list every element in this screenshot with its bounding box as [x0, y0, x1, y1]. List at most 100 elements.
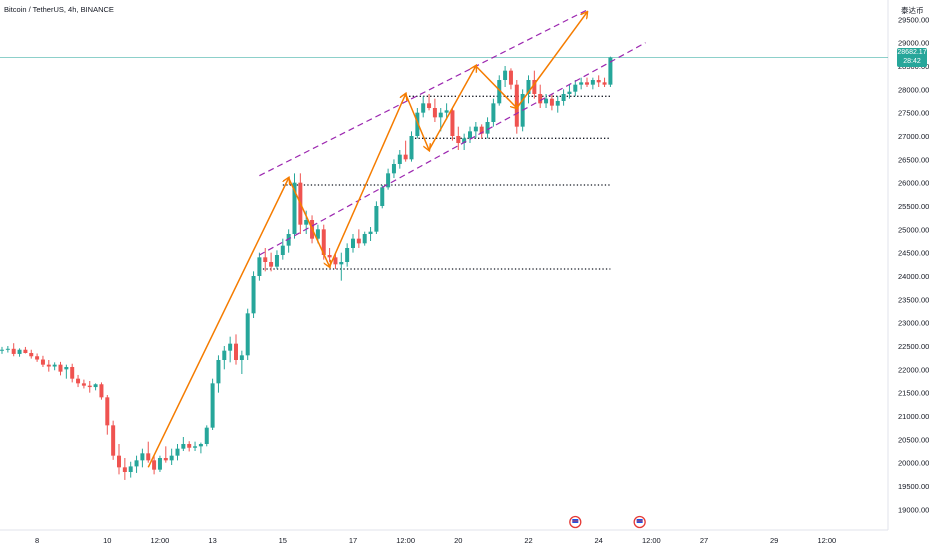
candle-body — [579, 82, 584, 85]
event-flag-icon[interactable] — [633, 515, 646, 529]
candle-body — [468, 131, 472, 139]
countdown-timer: 28:42 — [903, 58, 921, 66]
y-tick-label: 25500.00 — [898, 202, 929, 211]
y-tick-label: 22000.00 — [898, 365, 929, 374]
candle-body — [473, 126, 478, 132]
candle-body — [187, 444, 192, 448]
candle-body — [87, 385, 92, 388]
y-tick-label: 27500.00 — [898, 109, 929, 118]
x-tick-label: 12:00 — [396, 536, 415, 545]
y-tick-label: 21500.00 — [898, 389, 929, 398]
candle-body — [409, 136, 414, 160]
candle-body — [602, 82, 607, 85]
candle-body — [152, 460, 157, 470]
candle-body — [105, 397, 110, 426]
candle-body — [198, 444, 203, 447]
y-tick-label: 28000.00 — [898, 85, 929, 94]
x-tick-label: 12:00 — [817, 536, 836, 545]
candle-body — [362, 234, 367, 244]
candle-body — [46, 364, 51, 367]
x-tick-label: 12:00 — [642, 536, 661, 545]
candle-body — [555, 101, 560, 106]
candle-body — [64, 367, 69, 370]
x-tick-label: 29 — [770, 536, 778, 545]
symbol-title: Bitcoin / TetherUS, 4h, BINANCE — [4, 5, 114, 14]
candle-body — [497, 80, 502, 104]
x-tick-label: 27 — [700, 536, 708, 545]
x-tick-label: 24 — [595, 536, 603, 545]
x-tick-label: 17 — [349, 536, 357, 545]
candle-body — [327, 255, 332, 258]
trend-arrow-segment — [516, 12, 587, 109]
candle-body — [111, 425, 116, 456]
candle-body — [245, 313, 250, 356]
x-tick-label: 15 — [279, 536, 287, 545]
y-tick-label: 29000.00 — [898, 39, 929, 48]
candle-body — [450, 110, 455, 136]
candle-body — [58, 364, 63, 372]
candle-body — [596, 80, 601, 83]
event-flag-icon[interactable] — [569, 515, 582, 529]
trend-arrow-segment — [428, 66, 476, 151]
candle-body — [17, 349, 22, 354]
candle-body — [134, 460, 139, 467]
candle-body — [23, 349, 28, 353]
y-tick-label: 24500.00 — [898, 249, 929, 258]
candle-body — [52, 364, 57, 367]
trend-arrow-segment — [287, 177, 330, 267]
candle-body — [222, 350, 227, 360]
candle-body — [333, 257, 338, 265]
candle-body — [70, 367, 75, 379]
candle-body — [339, 262, 344, 265]
candle-body — [456, 136, 461, 143]
candle-body — [432, 108, 437, 118]
trend-arrow-segment — [147, 178, 288, 468]
candle-body — [286, 234, 291, 246]
last-price-value: 28682.17 — [897, 49, 927, 57]
x-tick-label: 13 — [208, 536, 216, 545]
candle-body — [11, 348, 16, 354]
candle-body — [292, 182, 297, 234]
candle-body — [538, 94, 543, 104]
candle-body — [228, 343, 233, 351]
candle-body — [479, 126, 484, 134]
candle-body — [590, 80, 595, 85]
candle-body — [608, 57, 613, 85]
channel-line — [259, 9, 588, 177]
candle-body — [485, 122, 490, 134]
candle-body — [438, 112, 443, 118]
candle-body — [368, 231, 373, 234]
candle-body — [380, 187, 385, 206]
candle-body — [526, 80, 531, 94]
candle-body — [193, 446, 198, 448]
candle-body — [351, 238, 355, 248]
candle-body — [544, 98, 549, 104]
y-tick-label: 27000.00 — [898, 132, 929, 141]
x-tick-label: 10 — [103, 536, 111, 545]
y-tick-label: 22500.00 — [898, 342, 929, 351]
candle-body — [280, 245, 285, 255]
candle-body — [216, 360, 221, 384]
trend-arrow-segment — [404, 93, 429, 150]
candle-body — [204, 427, 209, 444]
candle-body — [491, 103, 496, 122]
candle-body — [0, 349, 4, 351]
candle-body — [391, 164, 396, 174]
candle-body — [321, 229, 326, 255]
candle-body — [140, 453, 145, 461]
candle-body — [444, 110, 449, 113]
candle-body — [561, 94, 566, 101]
y-tick-label: 26000.00 — [898, 179, 929, 188]
x-tick-label: 12:00 — [151, 536, 170, 545]
candle-body — [93, 384, 98, 388]
candle-body — [117, 455, 121, 468]
candle-body — [234, 343, 238, 360]
candle-body — [29, 353, 34, 357]
candle-body — [573, 84, 578, 92]
candle-body — [427, 103, 432, 108]
candle-body — [421, 103, 426, 113]
candle-body — [169, 455, 174, 461]
candle-body — [269, 262, 274, 267]
candle-body — [157, 458, 162, 470]
